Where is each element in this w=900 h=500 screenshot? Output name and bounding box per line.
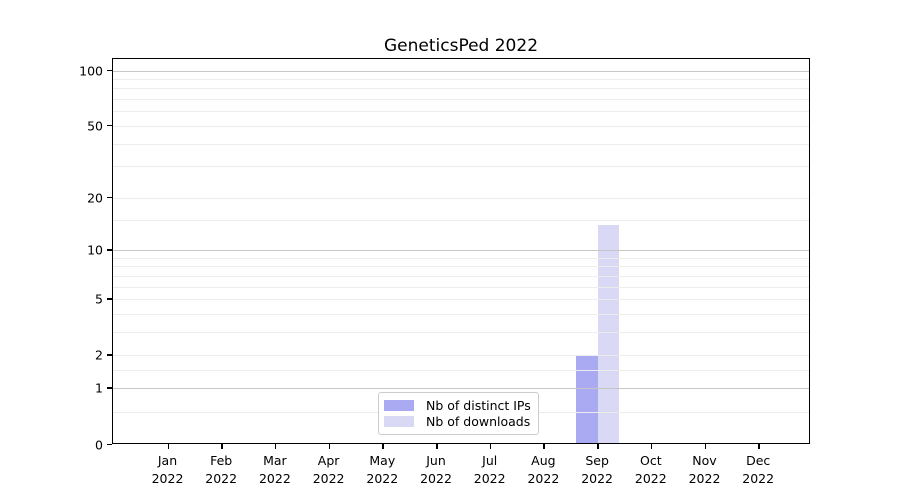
legend-label-downloads: Nb of downloads — [426, 414, 531, 430]
major-gridline — [113, 70, 809, 72]
y-tick-label: 1 — [95, 380, 103, 396]
minor-gridline — [113, 314, 809, 316]
y-tick-mark — [107, 69, 112, 71]
x-tick-label: Nov 2022 — [688, 453, 721, 487]
y-tick-label: 10 — [87, 242, 103, 258]
minor-gridline — [113, 99, 809, 101]
x-tick-label: Oct 2022 — [634, 453, 667, 487]
x-tick-label: Sep 2022 — [581, 453, 613, 487]
x-tick-mark — [382, 444, 384, 449]
x-tick-label: Feb 2022 — [205, 453, 238, 487]
y-tick-label: 20 — [87, 190, 103, 206]
x-tick-mark — [328, 444, 331, 449]
minor-gridline — [113, 257, 809, 259]
plot-area — [112, 58, 810, 444]
y-tick-mark — [107, 249, 112, 251]
minor-gridline — [113, 78, 809, 80]
minor-gridline — [113, 275, 809, 277]
y-tick-label: 100 — [79, 63, 103, 78]
legend-swatch-downloads — [384, 416, 414, 428]
x-tick-mark — [436, 444, 438, 449]
x-tick-label: Jan 2022 — [151, 453, 184, 487]
y-tick-mark — [107, 124, 112, 127]
x-tick-label: Jun 2022 — [420, 453, 452, 487]
y-tick-mark — [107, 354, 112, 356]
y-tick-mark — [107, 387, 112, 389]
minor-gridline — [113, 197, 809, 199]
minor-gridline — [113, 143, 809, 145]
minor-gridline — [113, 219, 809, 221]
x-tick-mark — [758, 444, 760, 449]
minor-gridline — [113, 166, 809, 168]
legend-swatch-distinct-ips — [384, 399, 414, 411]
x-tick-label: May 2022 — [366, 453, 399, 487]
minor-gridline — [113, 370, 809, 372]
x-tick-mark — [221, 444, 223, 449]
bar-distinct-ips — [576, 355, 599, 444]
x-tick-mark — [543, 444, 545, 449]
minor-gridline — [113, 355, 809, 357]
x-tick-label: Jul 2022 — [473, 453, 506, 487]
legend-item-distinct-ips: Nb of distinct IPs — [384, 397, 531, 413]
minor-gridline — [113, 125, 809, 127]
y-tick-label: 50 — [87, 118, 103, 134]
y-tick-label: 0 — [95, 437, 103, 452]
y-tick-label: 2 — [95, 347, 103, 363]
x-tick-label: Apr 2022 — [312, 453, 345, 487]
minor-gridline — [113, 266, 809, 268]
y-tick-mark — [107, 196, 112, 199]
chart-title: GeneticsPed 2022 — [383, 36, 539, 56]
legend: Nb of distinct IPs Nb of downloads — [378, 392, 539, 435]
x-tick-mark — [597, 444, 599, 449]
x-tick-mark — [704, 444, 706, 449]
minor-gridline — [113, 332, 809, 334]
legend-item-downloads: Nb of downloads — [384, 414, 530, 430]
minor-gridline — [113, 88, 809, 90]
legend-label-distinct-ips: Nb of distinct IPs — [426, 397, 531, 413]
minor-gridline — [113, 111, 809, 113]
x-tick-label: Dec 2022 — [742, 453, 775, 487]
x-tick-mark — [167, 444, 169, 449]
y-tick-mark — [107, 298, 112, 300]
y-tick-mark — [107, 443, 112, 445]
x-tick-label: Aug 2022 — [527, 453, 560, 487]
y-tick-label: 5 — [95, 291, 103, 307]
x-tick-mark — [650, 444, 653, 449]
x-tick-mark — [489, 444, 492, 449]
x-tick-mark — [274, 444, 277, 449]
minor-gridline — [113, 286, 809, 288]
major-gridline — [113, 250, 809, 252]
major-gridline — [113, 388, 809, 390]
minor-gridline — [113, 299, 809, 301]
x-tick-label: Mar 2022 — [258, 453, 291, 487]
